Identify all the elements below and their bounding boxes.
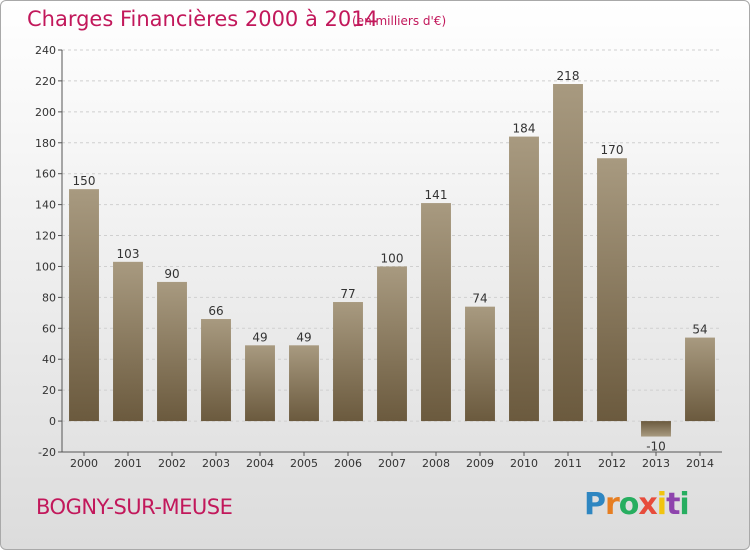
data-label-2011: 218	[557, 69, 580, 83]
y-tick-label: 200	[35, 106, 56, 119]
y-tick-label: 100	[35, 260, 56, 273]
x-tick-label: 2005	[290, 457, 318, 470]
bar-2005	[289, 345, 319, 422]
bar-2012	[597, 158, 627, 422]
logo-letter: t	[666, 487, 680, 522]
logo-letter: P	[584, 487, 606, 522]
x-tick-label: 2011	[554, 457, 582, 470]
proxiti-logo[interactable]: Proxiti	[584, 487, 690, 522]
data-label-2010: 184	[513, 122, 536, 136]
bar-2006	[333, 302, 363, 422]
data-label-2003: 66	[208, 304, 223, 318]
y-tick-label: 80	[42, 291, 56, 304]
data-label-2012: 170	[601, 143, 624, 157]
x-tick-label: 2004	[246, 457, 274, 470]
x-tick-label: 2010	[510, 457, 538, 470]
x-tick-label: 2012	[598, 457, 626, 470]
commune-name: BOGNY-SUR-MEUSE	[36, 495, 233, 519]
y-tick-label: 220	[35, 75, 56, 88]
data-label-2013: -10	[646, 440, 666, 454]
y-tick-label: 180	[35, 137, 56, 150]
labels: 150 103 90 66 49 49 77 100 141 74 184 218 170 -10 54	[73, 69, 708, 454]
data-label-2006: 77	[340, 287, 355, 301]
logo-letter: o	[618, 487, 640, 522]
x-tick-label: 2001	[114, 457, 142, 470]
bar-2002	[157, 281, 187, 422]
data-label-2002: 90	[164, 267, 179, 281]
x-tick-label: 2000	[70, 457, 98, 470]
bar-2000	[69, 189, 99, 422]
data-label-2005: 49	[296, 330, 311, 344]
x-tick-label: 2007	[378, 457, 406, 470]
x-tick-label: 2008	[422, 457, 450, 470]
x-tick-label: 2014	[686, 457, 714, 470]
data-label-2009: 74	[472, 292, 487, 306]
x-tick-label: 2013	[642, 457, 670, 470]
bar-2009	[465, 306, 495, 422]
y-tick-label: 240	[35, 44, 56, 57]
y-tick-label: 60	[42, 322, 56, 335]
chart-subtitle: (en milliers d'€)	[352, 14, 447, 28]
y-tick-label: 120	[35, 230, 56, 243]
bars	[69, 84, 715, 437]
y-tick-label: 20	[42, 384, 56, 397]
bar-2004	[245, 345, 275, 422]
bar-2011	[553, 84, 583, 422]
x-tick-label: 2009	[466, 457, 494, 470]
data-label-2007: 100	[381, 251, 404, 265]
y-tick-label: 140	[35, 199, 56, 212]
x-tick-label: 2003	[202, 457, 230, 470]
data-label-2000: 150	[73, 174, 96, 188]
data-label-2004: 49	[252, 330, 267, 344]
bar-2001	[113, 261, 143, 422]
y-tick-label: 160	[35, 168, 56, 181]
y-tick-label: 0	[49, 415, 56, 428]
chart-title: Charges Financières 2000 à 2014	[27, 7, 378, 31]
bar-2007	[377, 266, 407, 422]
y-tick-label: -20	[38, 446, 56, 459]
logo-letter: i	[656, 487, 667, 522]
bar-2014	[685, 337, 715, 422]
bar-2008	[421, 203, 451, 422]
logo-letter: r	[605, 487, 620, 522]
bar-2010	[509, 136, 539, 422]
axes: -20 0 20 40 60 80 100 120 140 160 180 200 220 240 2000…	[35, 44, 722, 470]
bar-2013	[641, 421, 671, 437]
x-tick-label: 2006	[334, 457, 362, 470]
data-label-2001: 103	[117, 247, 140, 261]
x-tick-label: 2002	[158, 457, 186, 470]
bar-2003	[201, 319, 231, 422]
data-label-2014: 54	[692, 323, 707, 337]
y-tick-label: 40	[42, 353, 56, 366]
logo-letter: i	[679, 487, 689, 522]
logo-letter: x	[638, 487, 657, 522]
data-label-2008: 141	[425, 188, 448, 202]
